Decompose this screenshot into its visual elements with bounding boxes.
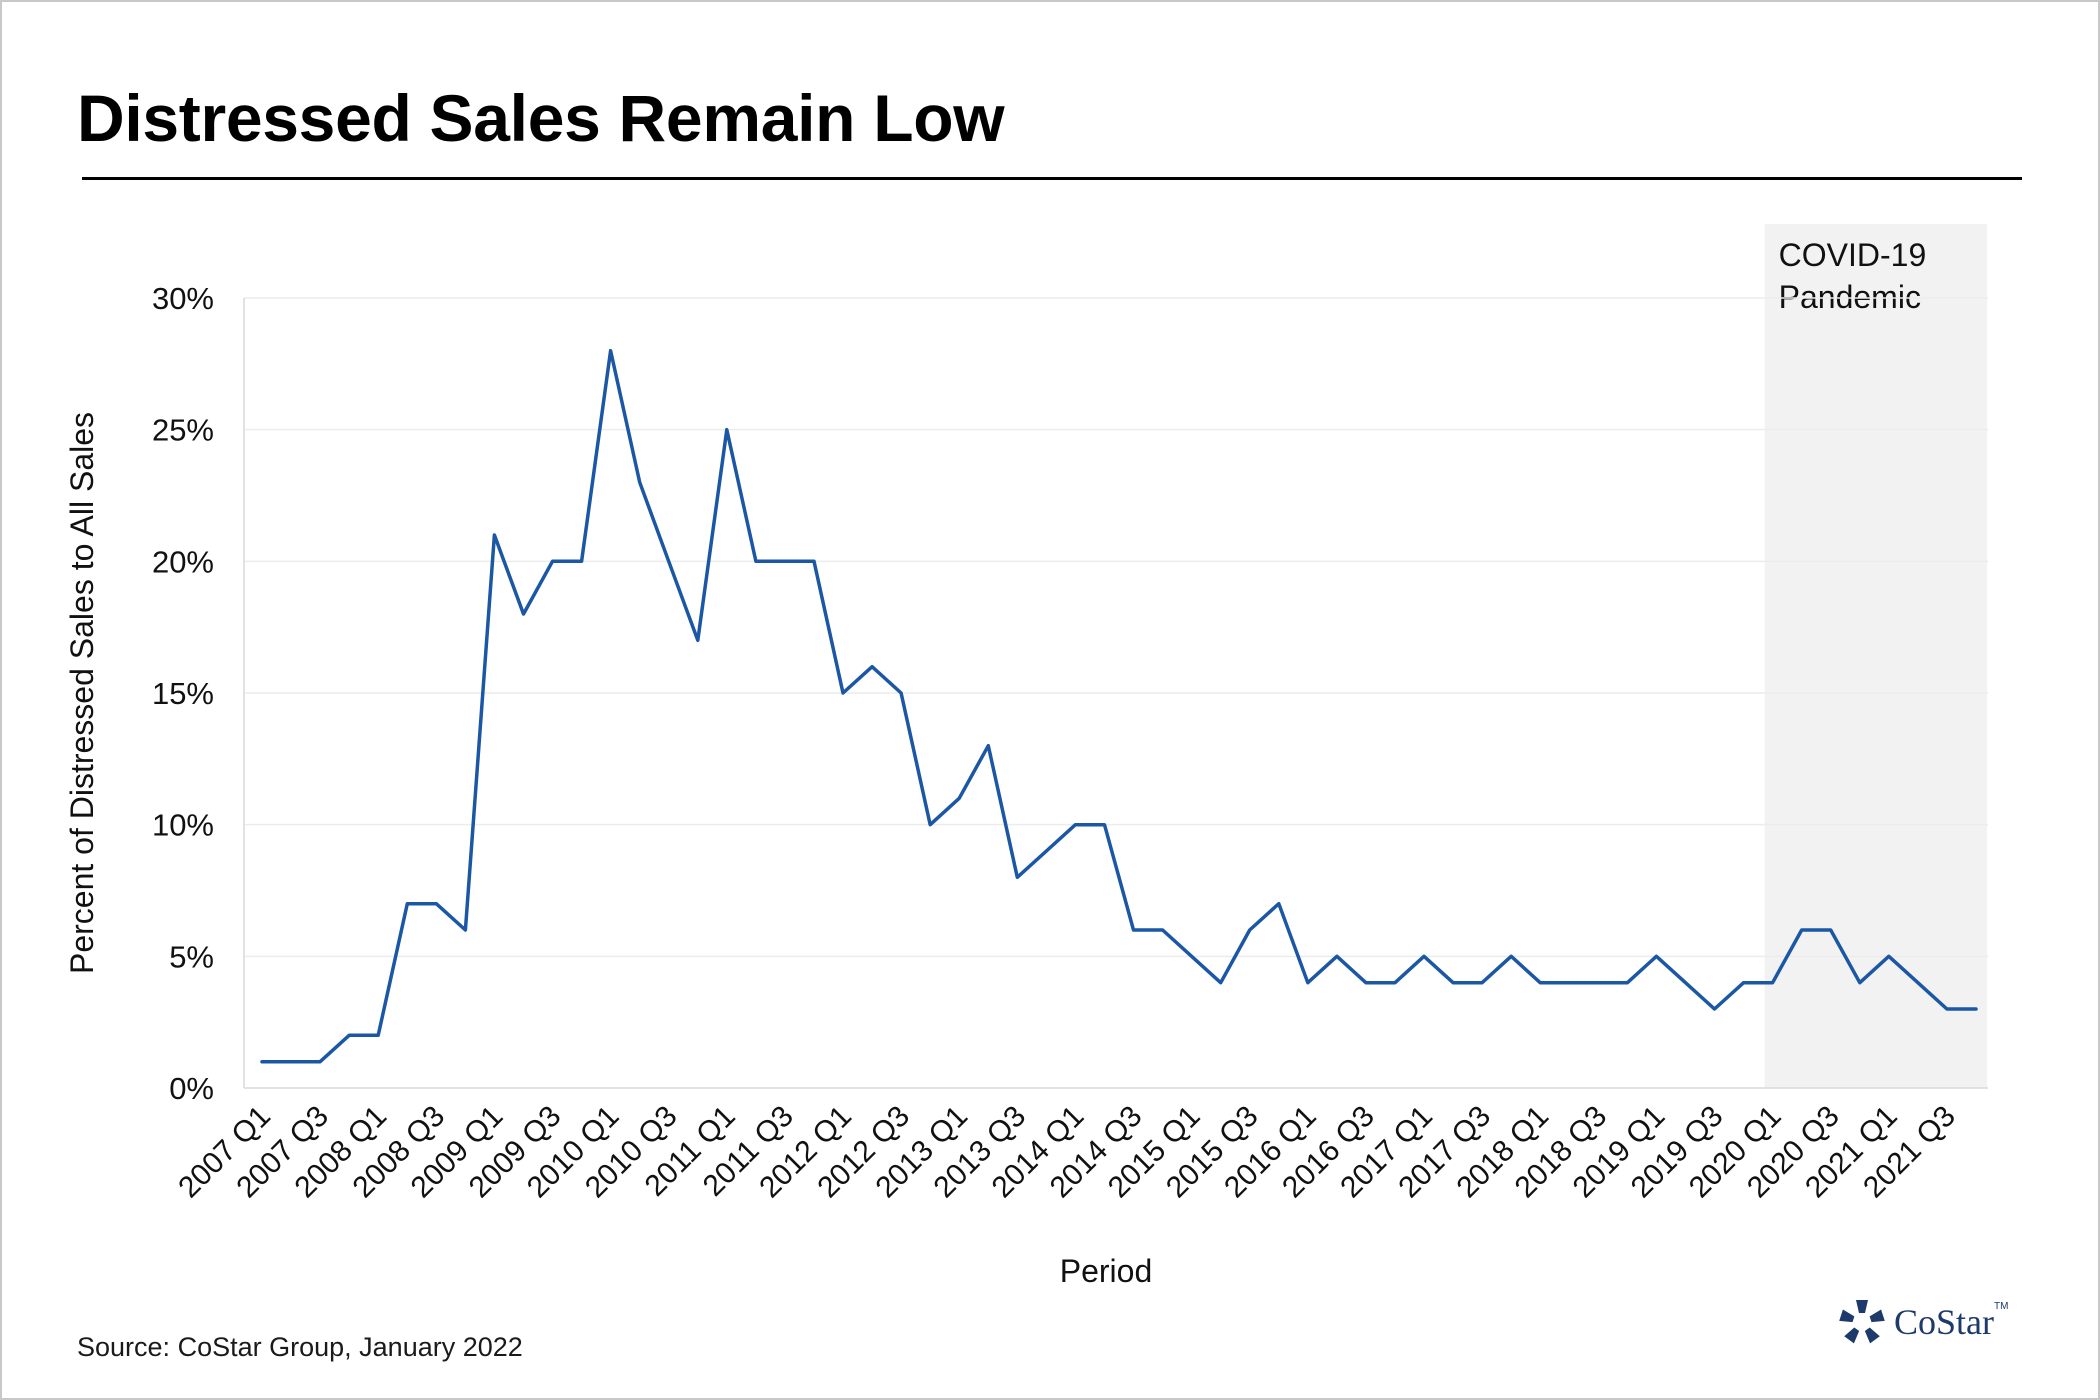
data-point bbox=[725, 428, 729, 432]
data-point bbox=[870, 665, 874, 669]
data-point bbox=[1073, 823, 1077, 827]
costar-star-icon bbox=[1839, 1300, 1885, 1344]
data-point bbox=[1132, 928, 1136, 932]
data-point bbox=[551, 559, 555, 563]
x-axis-label: Period bbox=[1060, 1253, 1153, 1289]
source-label: Source: bbox=[77, 1332, 171, 1362]
data-point bbox=[899, 691, 903, 695]
y-gridlines bbox=[244, 297, 1988, 958]
data-point bbox=[1858, 981, 1862, 985]
data-point bbox=[696, 638, 700, 642]
data-point bbox=[1422, 954, 1426, 958]
data-point bbox=[376, 1033, 380, 1037]
data-point bbox=[1742, 981, 1746, 985]
data-point bbox=[1161, 928, 1165, 932]
series-line-distressed-share bbox=[260, 348, 1978, 1064]
covid-annotation-line1: COVID-19 bbox=[1779, 237, 1927, 273]
data-point bbox=[957, 796, 961, 800]
data-point bbox=[492, 533, 496, 537]
data-point bbox=[1248, 928, 1252, 932]
data-point bbox=[1277, 902, 1281, 906]
data-point bbox=[754, 559, 758, 563]
data-point bbox=[1800, 928, 1804, 932]
data-point bbox=[1596, 981, 1600, 985]
page-title: Distressed Sales Remain Low bbox=[77, 81, 1005, 155]
data-point bbox=[1044, 849, 1048, 853]
data-point bbox=[1509, 954, 1513, 958]
data-point bbox=[841, 691, 845, 695]
data-point bbox=[1306, 981, 1310, 985]
logo-trademark: TM bbox=[1994, 1301, 2009, 1312]
data-point bbox=[1190, 954, 1194, 958]
y-tick-label: 25% bbox=[152, 413, 214, 448]
data-point bbox=[1625, 981, 1629, 985]
covid-shaded-region bbox=[1764, 224, 1987, 1088]
data-point bbox=[1945, 1007, 1949, 1011]
data-point bbox=[521, 612, 525, 616]
data-point bbox=[1538, 981, 1542, 985]
source-text: CoStar Group, January 2022 bbox=[177, 1332, 523, 1362]
y-tick-label: 15% bbox=[152, 676, 214, 711]
data-point bbox=[1393, 981, 1397, 985]
data-point bbox=[609, 349, 613, 353]
data-point bbox=[1567, 981, 1571, 985]
y-tick-label: 20% bbox=[152, 544, 214, 579]
data-point bbox=[638, 480, 642, 484]
data-point bbox=[405, 902, 409, 906]
data-point bbox=[260, 1060, 264, 1064]
costar-logo: CoStarTM bbox=[1838, 1298, 2008, 1346]
data-point bbox=[1219, 981, 1223, 985]
data-point bbox=[1916, 981, 1920, 985]
y-tick-label: 0% bbox=[169, 1071, 214, 1106]
y-tick-label: 10% bbox=[152, 808, 214, 843]
data-point bbox=[1364, 981, 1368, 985]
data-point bbox=[318, 1060, 322, 1064]
data-point bbox=[1683, 981, 1687, 985]
y-tick-label: 30% bbox=[152, 281, 214, 316]
data-point bbox=[667, 559, 671, 563]
source-note: Source: CoStar Group, January 2022 bbox=[77, 1332, 523, 1363]
covid-annotation-line2: Pandemic bbox=[1779, 279, 1921, 315]
y-tick-labels: 0% 5% 10% 15% 20% 25% 30% bbox=[152, 281, 214, 1106]
data-point bbox=[1829, 928, 1833, 932]
data-point bbox=[347, 1033, 351, 1037]
logo-wordmark: CoStarTM bbox=[1894, 1301, 2008, 1343]
data-point bbox=[1771, 981, 1775, 985]
data-point bbox=[986, 744, 990, 748]
data-point bbox=[1654, 954, 1658, 958]
data-point bbox=[463, 928, 467, 932]
data-point bbox=[783, 559, 787, 563]
data-point bbox=[1335, 954, 1339, 958]
data-point bbox=[1480, 981, 1484, 985]
y-axis-label: Percent of Distressed Sales to All Sales bbox=[64, 412, 100, 974]
data-point bbox=[1887, 954, 1891, 958]
title-divider bbox=[82, 177, 2022, 180]
data-point bbox=[1451, 981, 1455, 985]
data-point bbox=[1974, 1007, 1978, 1011]
data-point bbox=[1713, 1007, 1717, 1011]
logo-text: CoStar bbox=[1894, 1302, 1995, 1342]
y-tick-label: 5% bbox=[169, 939, 214, 974]
data-point bbox=[812, 559, 816, 563]
data-point bbox=[1102, 823, 1106, 827]
data-point bbox=[434, 902, 438, 906]
data-point bbox=[580, 559, 584, 563]
data-point bbox=[1015, 875, 1019, 879]
data-point bbox=[928, 823, 932, 827]
data-point bbox=[289, 1060, 293, 1064]
